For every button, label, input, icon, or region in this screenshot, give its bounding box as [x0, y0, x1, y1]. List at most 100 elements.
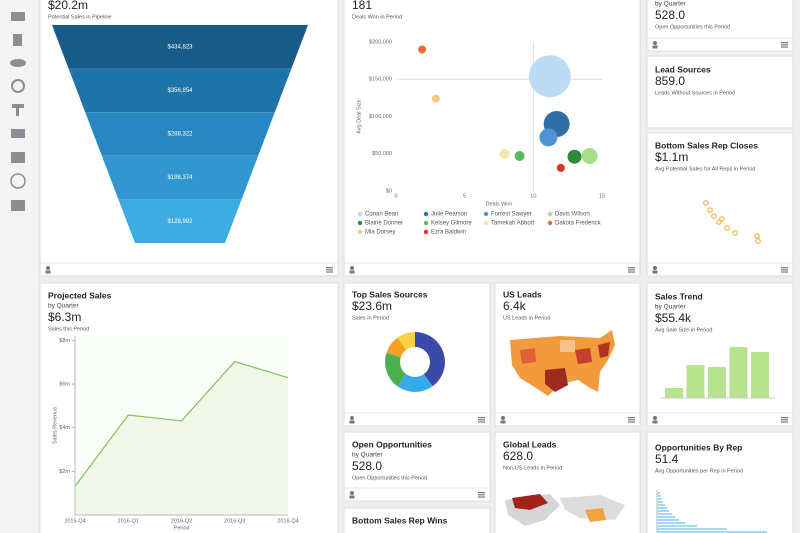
nav-icon[interactable] — [16, 106, 19, 116]
funnel-segment — [101, 155, 259, 200]
user-icon[interactable] — [653, 266, 657, 270]
user-icon-body — [349, 495, 355, 499]
card-value: 181 — [352, 0, 372, 12]
world-map — [505, 494, 625, 526]
bubble — [431, 94, 440, 103]
menu-icon[interactable] — [628, 421, 635, 423]
legend-swatch — [423, 220, 429, 226]
menu-icon[interactable] — [628, 417, 635, 419]
user-icon[interactable] — [350, 491, 354, 495]
y-axis-label: Avg Deal Size — [356, 99, 362, 133]
bubble — [418, 45, 427, 54]
menu-icon[interactable] — [781, 419, 788, 421]
user-icon[interactable] — [653, 416, 657, 420]
menu-icon[interactable] — [478, 421, 485, 423]
card-caption: Avg Opportunities per Rep in Period — [655, 468, 743, 474]
card-caption: Potential Sales in Pipeline — [48, 14, 112, 20]
x-tick-label: 2016-Q4 — [277, 518, 298, 524]
y-tick-label: $6m — [59, 381, 70, 387]
card — [343, 0, 641, 277]
x-axis-label: Deals Won — [486, 201, 513, 207]
user-icon[interactable] — [653, 41, 657, 45]
menu-icon[interactable] — [781, 42, 788, 44]
point — [732, 230, 738, 236]
bubble — [528, 55, 571, 98]
y-tick-label: $150,000 — [369, 77, 392, 83]
x-tick-label: 15 — [599, 193, 605, 199]
card-value: 859.0 — [655, 74, 685, 88]
user-icon[interactable] — [501, 416, 505, 420]
x-tick-label: 10 — [530, 193, 536, 199]
us-map — [510, 330, 615, 396]
bar — [657, 522, 685, 524]
bar — [657, 492, 660, 494]
card-title: US Leads — [503, 289, 542, 299]
point — [711, 213, 717, 219]
menu-icon[interactable] — [628, 267, 635, 269]
funnel-label: $288,322 — [167, 132, 193, 138]
bubble — [539, 128, 558, 147]
legend-swatch — [357, 220, 363, 226]
menu-icon[interactable] — [628, 269, 635, 271]
nav-icon[interactable] — [11, 129, 25, 138]
menu-icon[interactable] — [478, 419, 485, 421]
legend-label: Julie Pearson — [431, 212, 467, 218]
nav-icon[interactable] — [11, 152, 25, 163]
nav-icon[interactable] — [11, 200, 25, 211]
y-tick-label: $50,000 — [372, 151, 392, 157]
nav-icon[interactable] — [11, 79, 25, 93]
legend-label: Dakota Frederick — [555, 221, 602, 227]
y-tick-label: $8m — [59, 338, 70, 344]
menu-icon[interactable] — [478, 496, 485, 498]
menu-icon[interactable] — [478, 494, 485, 496]
area — [75, 361, 288, 515]
menu-icon[interactable] — [781, 271, 788, 273]
menu-icon[interactable] — [781, 44, 788, 46]
menu-icon[interactable] — [781, 421, 788, 423]
menu-icon[interactable] — [478, 417, 485, 419]
menu-icon[interactable] — [781, 417, 788, 419]
user-icon-body — [652, 420, 658, 424]
user-icon[interactable] — [350, 266, 354, 270]
user-icon[interactable] — [350, 416, 354, 420]
legend-swatch — [483, 220, 489, 226]
user-icon[interactable] — [46, 266, 50, 270]
card-title: Projected Sales — [48, 290, 112, 300]
legend-label: Tamekah Abbott — [491, 221, 534, 227]
nav-icon[interactable] — [10, 59, 26, 67]
x-tick-label: 2016-Q2 — [171, 518, 192, 524]
donut-segment — [415, 332, 445, 387]
menu-icon[interactable] — [628, 419, 635, 421]
bar — [657, 531, 767, 533]
card — [646, 132, 794, 277]
user-icon-body — [349, 420, 355, 424]
menu-icon[interactable] — [326, 267, 333, 269]
y-tick-label: $2m — [59, 469, 70, 475]
menu-icon[interactable] — [326, 269, 333, 271]
nav-icon[interactable] — [11, 12, 25, 21]
nav-icon[interactable] — [10, 173, 26, 189]
point — [724, 225, 730, 231]
menu-icon[interactable] — [628, 271, 635, 273]
bar — [657, 495, 661, 497]
funnel-label: $434,823 — [167, 44, 193, 50]
sidebar — [0, 0, 38, 533]
menu-icon[interactable] — [326, 271, 333, 273]
card — [343, 507, 491, 533]
legend-label: Blaine Donner — [365, 221, 403, 227]
legend-swatch — [423, 229, 429, 235]
y-tick-label: $4m — [59, 425, 70, 431]
nav-icon[interactable] — [13, 34, 22, 46]
menu-icon[interactable] — [781, 269, 788, 271]
menu-icon[interactable] — [478, 492, 485, 494]
bubble — [581, 147, 598, 164]
bar — [751, 352, 769, 398]
funnel-segment — [52, 25, 308, 69]
bar — [657, 525, 697, 527]
menu-icon[interactable] — [781, 46, 788, 48]
legend-swatch — [547, 220, 553, 226]
user-icon-body — [500, 420, 506, 424]
funnel-segment — [118, 199, 242, 243]
menu-icon[interactable] — [781, 267, 788, 269]
bar — [657, 507, 667, 509]
